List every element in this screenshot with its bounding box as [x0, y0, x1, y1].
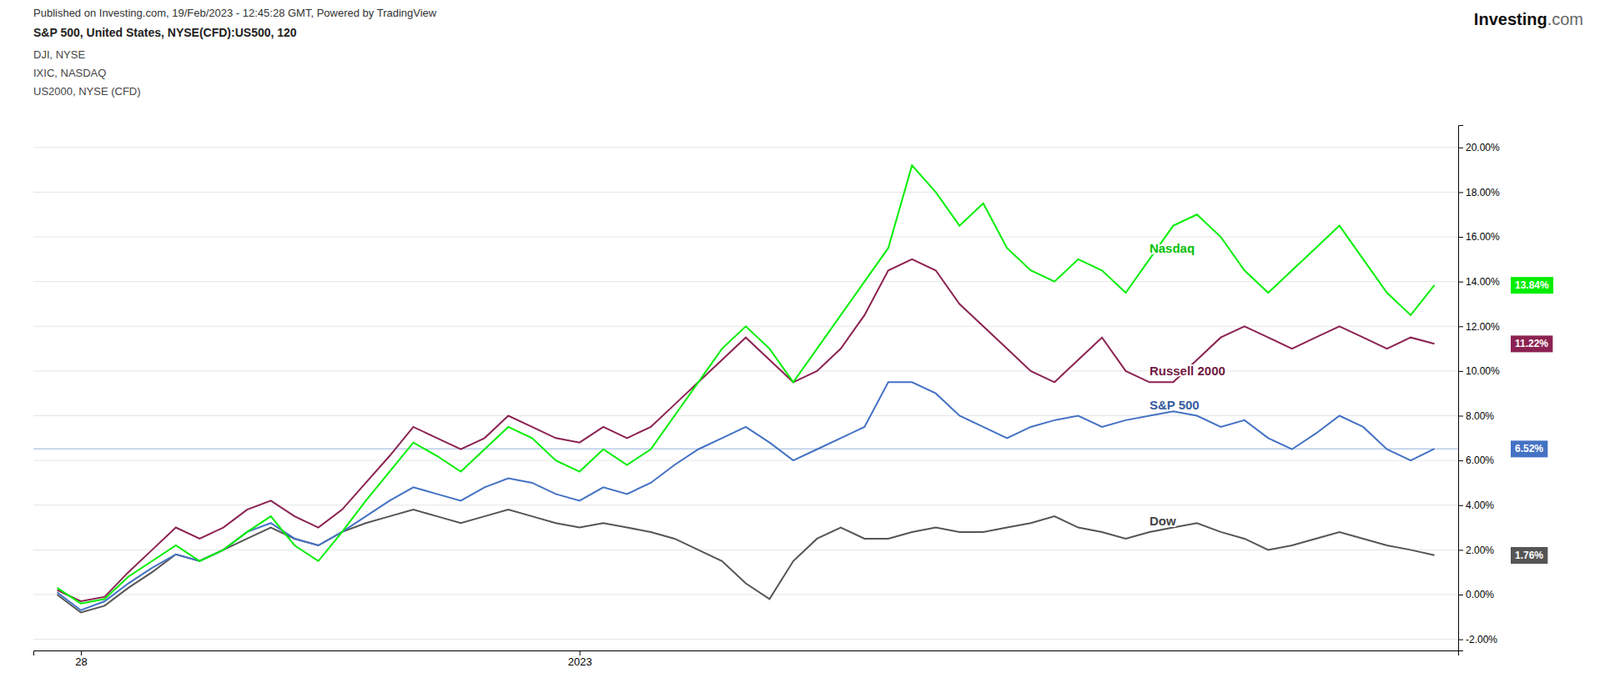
y-tick-mark [1458, 460, 1464, 462]
y-tick-label: -2.00% [1465, 633, 1498, 646]
x-axis-line [34, 651, 1460, 657]
end-label-box [1510, 335, 1553, 353]
x-tick: 28 [75, 650, 87, 669]
end-label-box [1510, 440, 1548, 458]
watermark-part: .com [1547, 10, 1584, 29]
x-axis: 28 2023 [34, 650, 1460, 669]
y-tick: 10.00% [1458, 365, 1500, 378]
end-label-text: 11.22% [1514, 337, 1549, 350]
line-label: Dow [1149, 513, 1177, 529]
end-label-text: 1.76% [1514, 549, 1544, 562]
y-tick: 16.00% [1458, 231, 1500, 243]
x-tick-label: 28 [75, 655, 87, 669]
end-label: 13.84% [1510, 276, 1554, 294]
x-tick-label: 2023 [568, 655, 593, 669]
end-label: 1.76% [1510, 547, 1548, 564]
y-tick: 14.00% [1458, 276, 1500, 288]
end-label-text: 13.84% [1514, 279, 1550, 292]
x-tick: 2023 [568, 650, 593, 669]
line-label: S&P 500 [1149, 397, 1200, 413]
grid-line [33, 504, 1459, 506]
y-tick-label: 10.00% [1465, 365, 1500, 378]
line-labels: Dow S&P 500 Russell 2000 Nasdaq [1149, 241, 1226, 529]
end-label: 11.22% [1510, 335, 1553, 353]
subtitle: S&P 500, United States, NYSE(CFD):US500,… [33, 25, 297, 40]
y-tick-label: 6.00% [1465, 454, 1495, 467]
chart-svg: Published on Investing.com, 19/Feb/2023 … [0, 0, 1600, 688]
watermark-part: Investing [1474, 10, 1548, 29]
y-tick: 6.00% [1458, 454, 1495, 467]
y-tick-label: 12.00% [1465, 321, 1500, 333]
y-tick: 2.00% [1458, 544, 1495, 557]
y-tick-label: 2.00% [1465, 544, 1495, 557]
grid-line [33, 236, 1459, 238]
line-label: Nasdaq [1149, 241, 1195, 256]
y-tick-label: 16.00% [1465, 231, 1500, 243]
grid-line [33, 370, 1459, 372]
y-tick: 12.00% [1458, 321, 1500, 333]
y-tick-label: 18.00% [1465, 186, 1500, 199]
source-line: IXIC, NASDAQ [33, 66, 106, 80]
y-tick: 0.00% [1458, 588, 1495, 601]
title: Published on Investing.com, 19/Feb/2023 … [33, 6, 438, 20]
y-tick-mark [1458, 549, 1464, 551]
end-labels: 1.76% 6.52% 11.22% 13.84% [1510, 276, 1554, 564]
y-axis-line [1459, 125, 1465, 652]
grid-line [33, 146, 1459, 148]
x-tick-mark [80, 650, 82, 656]
grid-line [33, 460, 1459, 462]
y-tick: 4.00% [1458, 499, 1495, 512]
y-tick-label: 8.00% [1465, 410, 1495, 423]
grid-line [33, 638, 1459, 640]
y-tick-label: 4.00% [1465, 499, 1495, 512]
y-tick-mark [1458, 505, 1464, 507]
y-tick: -2.00% [1458, 633, 1498, 646]
watermark: Investing.com [1474, 10, 1584, 29]
end-label-box [1510, 276, 1554, 294]
y-tick: 8.00% [1458, 410, 1495, 423]
grid-line [33, 191, 1459, 193]
y-tick-mark [1458, 639, 1464, 641]
y-tick-label: 20.00% [1465, 141, 1500, 154]
series-line [56, 259, 1434, 602]
end-label-box [1510, 547, 1548, 564]
y-axis: -2.00% 0.00% 2.00% 4.00% 6.00% 8.00% 10.00% 12.… [1458, 125, 1500, 652]
end-label-text: 6.52% [1514, 442, 1544, 455]
y-tick-label: 14.00% [1465, 276, 1500, 288]
reference-line [33, 448, 1459, 450]
header: Published on Investing.com, 19/Feb/2023 … [33, 6, 438, 98]
y-tick-mark [1458, 371, 1464, 373]
x-tick-mark [579, 650, 581, 656]
y-tick: 18.00% [1458, 186, 1500, 199]
y-tick-mark [1458, 191, 1464, 193]
grid [33, 147, 1459, 640]
line-label: Russell 2000 [1149, 363, 1226, 378]
marks [33, 165, 1459, 613]
source-line: DJI, NYSE [33, 48, 86, 61]
grid-line [33, 415, 1459, 417]
plot: 28 2023 -2.00% 0.00% 2.00% 4.00% 6.00% 8.00% 10.… [33, 125, 1554, 670]
series-line [56, 165, 1434, 604]
y-tick-mark [1458, 326, 1464, 328]
series-line [56, 382, 1434, 610]
y-tick-mark [1458, 416, 1464, 418]
y-tick-mark [1458, 281, 1464, 283]
grid-line [33, 549, 1459, 551]
y-tick: 20.00% [1458, 141, 1500, 154]
source-line: US2000, NYSE (CFD) [33, 85, 141, 98]
y-tick-mark [1458, 236, 1464, 238]
grid-line [33, 281, 1459, 282]
y-tick-mark [1458, 147, 1464, 149]
y-tick-mark [1458, 594, 1464, 596]
y-tick-label: 0.00% [1465, 588, 1495, 601]
grid-line [33, 593, 1459, 595]
end-label: 6.52% [1510, 440, 1548, 458]
